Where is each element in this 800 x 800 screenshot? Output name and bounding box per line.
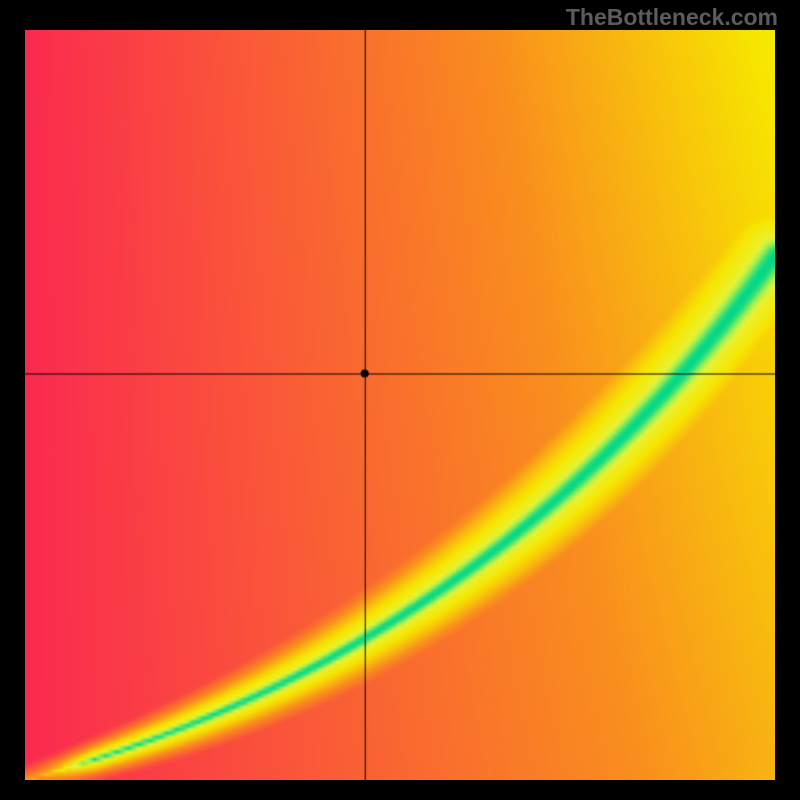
watermark-text: TheBottleneck.com xyxy=(566,4,778,31)
chart-container: { "canvas": { "width_px": 800, "height_p… xyxy=(0,0,800,800)
bottleneck-heatmap xyxy=(25,30,775,780)
